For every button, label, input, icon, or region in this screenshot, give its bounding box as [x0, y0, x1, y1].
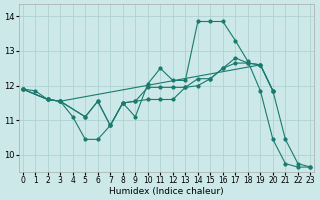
X-axis label: Humidex (Indice chaleur): Humidex (Indice chaleur) [109, 187, 224, 196]
